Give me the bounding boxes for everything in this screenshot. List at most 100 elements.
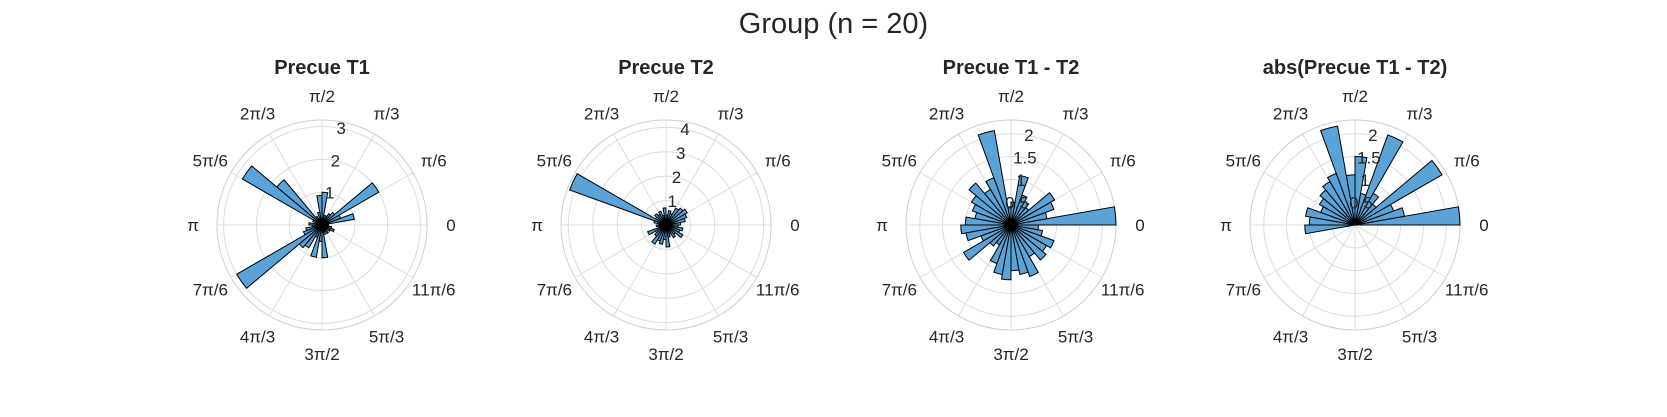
histogram-bar [1354,134,1404,226]
polar-spoke [1354,224,1447,278]
histogram-bar [1319,189,1356,226]
angle-tick-label: π [187,216,199,235]
angle-tick-label: 5π/6 [1226,152,1261,171]
histogram-bar [1010,224,1040,278]
angle-tick-label: π/6 [421,152,447,171]
angle-tick-label: π/6 [1110,152,1136,171]
histogram-bar [651,224,667,245]
angle-tick-label: 2π/3 [240,104,275,123]
histogram-bar [665,224,684,239]
polar-spoke [321,224,375,317]
angle-tick-label: 11π/6 [412,281,456,300]
histogram-bar [989,224,1012,247]
angle-tick-label: 4π/3 [240,328,275,347]
histogram-bar [321,191,329,226]
angle-tick-label: 7π/6 [537,281,572,300]
polar-spoke [613,133,667,226]
radial-tick-label: 2 [672,168,681,187]
histogram-bar [321,182,380,226]
histogram-bar [308,222,323,226]
histogram-bar [1010,224,1047,261]
subplot-title: abs(Precue T1 - T2) [1263,57,1448,79]
polar-spoke [269,133,323,226]
histogram-bar [1322,180,1356,226]
angle-tick-label: π/2 [998,87,1024,106]
angle-tick-label: 5π/3 [369,328,404,347]
histogram-bar [298,224,323,249]
polar-spoke [1302,224,1356,317]
histogram-bar [1010,192,1056,226]
angle-tick-label: π/3 [718,104,744,123]
histogram-bar [1304,224,1356,235]
angle-tick-label: π/2 [309,87,335,106]
figure-title: Group (n = 20) [738,8,929,40]
angle-tick-label: π [876,216,888,235]
histogram-bar [1010,201,1016,226]
histogram-bar [1318,197,1356,226]
histogram-bar [970,194,1012,226]
polar-spoke [1263,224,1356,278]
radial-tick-label: 2 [1368,126,1377,145]
histogram-bar [1354,156,1368,226]
histogram-bar [971,203,1012,226]
subplot-title: Precue T1 [274,57,370,79]
histogram-bar [665,224,684,232]
histogram-bar [1010,224,1044,237]
histogram-bar [665,209,672,226]
radial-tick-label: 1 [668,192,677,211]
subplot-abs-precue-t1-minus-t2: 0 π/6 π/3 π/2 2π/3 5π/6 π 7π/6 4π/3 3π/2 5π/3 11π/6… [1220,57,1489,364]
radial-tick-label: 0.5 [1349,194,1373,213]
angle-tick-label: 4π/3 [1273,328,1308,347]
angle-tick-label: π/3 [374,104,400,123]
histogram-bar [321,224,330,227]
angle-tick-label: 0 [790,216,799,235]
histogram-bar [962,224,1012,261]
histogram-bar [236,224,323,289]
histogram-bar [653,220,667,226]
subplot-title: Precue T1 - T2 [943,57,1080,79]
radial-tick-label: 3 [676,144,685,163]
angle-tick-label: 7π/6 [1226,281,1261,300]
histogram-bar [1000,224,1012,281]
subplot-precue-t2: 0 π/6 π/3 π/2 2π/3 5π/6 π 7π/6 4π/3 3π/2 5π/3 11π/6… [531,57,800,364]
histogram-bar [568,173,667,226]
radial-tick-label: 2 [1024,126,1033,145]
histogram-bar [1326,172,1356,226]
histogram-bar [304,224,323,249]
radial-tick-label: 1.5 [1357,149,1381,168]
histogram-bar [1010,174,1029,226]
angle-tick-label: 5π/3 [1058,328,1093,347]
subplot-title: Precue T2 [618,57,714,79]
angle-tick-label: π/2 [1342,87,1368,106]
radial-tick-label: 1 [325,184,334,203]
radial-tick-label: 4 [680,120,689,139]
angle-tick-label: π/3 [1407,104,1433,123]
angle-tick-label: π/2 [653,87,679,106]
angle-tick-label: 2π/3 [929,104,964,123]
angle-tick-label: 3π/2 [1337,345,1372,364]
angle-tick-label: 5π/6 [193,152,228,171]
polar-spoke [321,133,375,226]
angle-tick-label: 2π/3 [1273,104,1308,123]
polar-spoke [1354,224,1408,317]
angle-tick-label: π/3 [1063,104,1089,123]
angle-tick-label: 11π/6 [756,281,800,300]
histogram-bar [968,182,1012,226]
histogram-bar [1304,207,1356,226]
subplot-precue-t1: 0 π/6 π/3 π/2 2π/3 5π/6 π 7π/6 4π/3 3π/2 5π/3 11π/6… [187,57,456,364]
angle-tick-label: 7π/6 [882,281,917,300]
radial-tick-label: 0.5 [1005,194,1029,213]
radial-tick-label: 1.5 [1013,149,1037,168]
histogram-bar [310,224,323,258]
histogram-bar [1010,224,1055,249]
angle-tick-label: π [531,216,543,235]
angle-tick-label: 11π/6 [1101,281,1145,300]
angle-tick-label: 5π/3 [713,328,748,347]
histogram-bar [658,224,667,245]
angle-tick-label: 11π/6 [1445,281,1489,300]
angle-tick-label: 5π/6 [882,152,917,171]
angle-tick-label: π/6 [765,152,791,171]
angle-tick-label: 0 [1135,216,1144,235]
angle-tick-label: π [1220,216,1232,235]
